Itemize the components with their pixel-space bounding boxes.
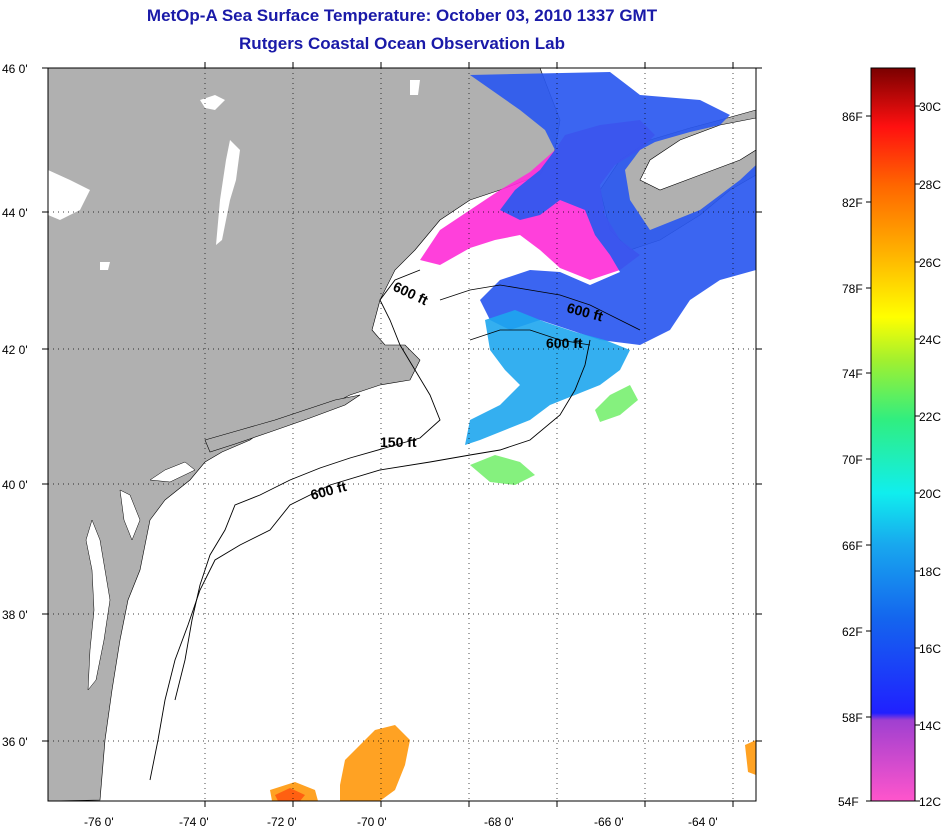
sst-blue-region: [470, 72, 756, 345]
colorbar-c-18: 18C: [919, 565, 941, 579]
colorbar-f-86: 86F: [842, 110, 863, 124]
lat-label-38: 38 0': [2, 608, 28, 622]
colorbar-c-26: 26C: [919, 256, 941, 270]
inland-lakes: [48, 80, 420, 270]
colorbar-f-62: 62F: [842, 625, 863, 639]
colorbar-f-54: 54F: [838, 795, 859, 809]
colorbar-f-66: 66F: [842, 539, 863, 553]
colorbar-c-16: 16C: [919, 642, 941, 656]
lat-label-46: 46 0': [2, 62, 28, 76]
colorbar-c-22: 22C: [919, 410, 941, 424]
colorbar-c-12: 12C: [919, 795, 941, 809]
colorbar-c-14: 14C: [919, 719, 941, 733]
sst-red-orange-region: [275, 788, 305, 801]
sst-orange-region: [270, 725, 756, 801]
axis-ticks: [42, 62, 762, 807]
lon-label-64: -64 0': [688, 815, 718, 829]
isobath-150ft: [174, 269, 441, 701]
colorbar-c-24: 24C: [919, 333, 941, 347]
lat-label-36: 36 0': [2, 735, 28, 749]
map-subtitle: Rutgers Coastal Ocean Observation Lab: [239, 34, 565, 53]
chesapeake-bay: [85, 461, 196, 691]
lon-label-76: -76 0': [84, 815, 114, 829]
colorbar-f-78: 78F: [842, 282, 863, 296]
lat-label-42: 42 0': [2, 343, 28, 357]
lat-label-44: 44 0': [2, 206, 28, 220]
sst-lightblue-region: [465, 310, 630, 445]
isobath-label-600ft-c: 600 ft: [546, 335, 583, 351]
colorbar-c-30: 30C: [919, 100, 941, 114]
map-frame: [47, 67, 757, 802]
map-title: MetOp-A Sea Surface Temperature: October…: [146, 6, 658, 25]
isobath-gulf-of-maine: [439, 284, 641, 346]
colorbar-f-70: 70F: [842, 453, 863, 467]
colorbar-f-58: 58F: [842, 711, 863, 725]
colorbar-f-82: 82F: [842, 196, 863, 210]
lat-label-40: 40 0': [2, 478, 28, 492]
lon-label-74: -74 0': [179, 815, 209, 829]
isobath-600ft: [149, 339, 591, 781]
graticule: [48, 68, 756, 801]
lon-label-66: -66 0': [594, 815, 624, 829]
colorbar-c-28: 28C: [919, 178, 941, 192]
sst-green-region: [470, 385, 638, 485]
lon-label-68: -68 0': [484, 815, 514, 829]
map-area: [48, 68, 756, 801]
long-island: [204, 394, 361, 453]
colorbar: [870, 67, 916, 802]
colorbar-ticks: [866, 105, 920, 802]
colorbar-c-20: 20C: [919, 487, 941, 501]
isobath-label-150ft: 150 ft: [380, 434, 417, 450]
lon-label-72: -72 0': [267, 815, 297, 829]
lon-label-70: -70 0': [357, 815, 387, 829]
colorbar-f-74: 74F: [842, 367, 863, 381]
